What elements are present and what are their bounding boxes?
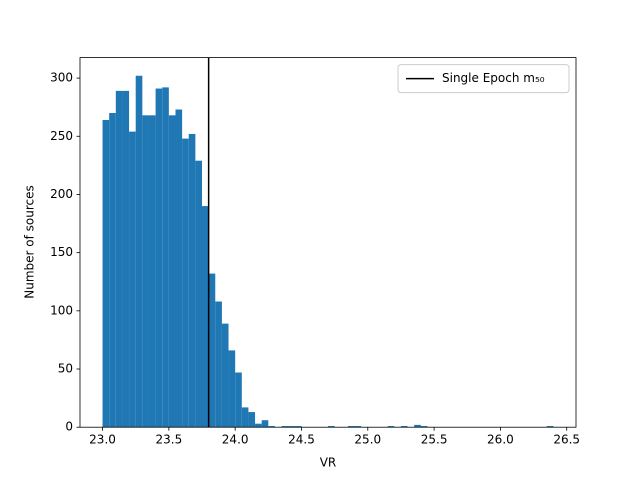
- bar: [142, 115, 149, 428]
- bar: [175, 109, 183, 428]
- bar: [414, 424, 421, 428]
- bar: [347, 426, 355, 428]
- y-tick-label: 150: [50, 245, 73, 259]
- bar: [155, 88, 163, 428]
- bar: [122, 90, 130, 428]
- x-tick-label: 23.0: [89, 433, 116, 447]
- y-tick-label: 250: [50, 129, 73, 143]
- bar: [261, 420, 269, 428]
- bar: [328, 426, 335, 428]
- x-tick-label: 23.5: [155, 433, 182, 447]
- y-tick-label: 50: [58, 362, 73, 376]
- bar: [546, 426, 554, 428]
- bar: [188, 133, 196, 428]
- bar: [109, 112, 116, 428]
- y-tick-label: 200: [50, 187, 73, 201]
- x-tick-label: 24.5: [288, 433, 315, 447]
- x-tick-label: 24.0: [222, 433, 249, 447]
- y-tick-label: 100: [50, 303, 73, 317]
- bar: [400, 426, 408, 428]
- axes-frame: [79, 57, 577, 428]
- bar: [215, 301, 222, 428]
- x-tick-label: 25.0: [354, 433, 381, 447]
- bar: [248, 412, 256, 428]
- bar: [182, 138, 189, 428]
- legend-label: Single Epoch m₅₀: [442, 71, 545, 85]
- x-tick-label: 26.5: [553, 433, 580, 447]
- bar: [228, 350, 236, 428]
- bar: [202, 206, 209, 428]
- bar: [420, 426, 428, 428]
- bar: [281, 426, 289, 428]
- bar: [102, 119, 110, 428]
- x-tick-label: 26.0: [487, 433, 514, 447]
- bar: [135, 75, 143, 428]
- y-tick-label: 300: [50, 71, 73, 85]
- bar: [195, 160, 203, 428]
- bar: [221, 323, 229, 428]
- bar: [255, 423, 262, 428]
- bar: [168, 115, 176, 428]
- bar: [268, 426, 275, 428]
- bar: [387, 426, 395, 428]
- bar: [235, 372, 242, 428]
- bar: [162, 87, 169, 428]
- x-axis-label: VR: [320, 456, 337, 470]
- bar: [354, 426, 362, 428]
- bar: [208, 273, 216, 428]
- bar: [288, 426, 295, 428]
- y-axis-label: Number of sources: [23, 185, 37, 299]
- y-tick-label: 0: [65, 420, 73, 434]
- x-tick-label: 25.5: [421, 433, 448, 447]
- bar: [294, 426, 302, 428]
- bar: [129, 131, 136, 428]
- bar: [241, 407, 249, 428]
- bar: [115, 90, 123, 428]
- legend-box: [397, 64, 570, 94]
- bar: [148, 115, 156, 428]
